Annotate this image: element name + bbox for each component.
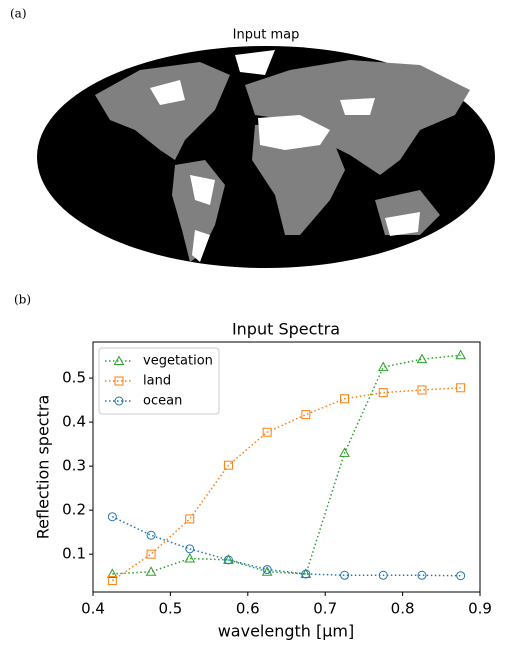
legend: vegetation land ocean [98,347,220,415]
marker [456,383,466,393]
marker [261,566,273,576]
marker [416,353,428,364]
marker [185,514,195,524]
x-tick-label: 0.5 [158,600,182,618]
marker [184,553,196,563]
x-tick-label: 0.8 [391,600,415,618]
y-tick-label: 0.3 [62,457,86,475]
legend-marker [114,396,124,406]
x-tick-label: 0.6 [236,600,260,618]
map-title: Input map [233,28,300,43]
marker [339,447,350,457]
y-tick-label: 0.2 [62,501,86,519]
map [37,46,495,268]
marker [107,512,117,522]
marker [455,349,467,360]
panel-label: (b) [14,293,31,307]
marker [146,549,156,559]
legend-box [98,347,220,415]
marker [417,570,427,580]
marker [301,569,311,579]
marker [377,361,389,372]
marker [262,565,272,575]
marker [378,388,388,398]
series-line [111,387,461,582]
y-axis-label: Reflection spectra [34,395,53,539]
marker [340,394,350,404]
legend-marker [114,376,124,386]
marker [106,568,118,578]
legend-label: land [143,374,171,389]
marker [456,571,466,581]
marker [145,566,157,576]
marker [378,570,388,580]
legend-label: ocean [143,394,182,409]
x-tick-label: 0.9 [468,600,492,618]
marker [223,555,233,565]
legend-label: vegetation [143,354,213,369]
marker [185,544,195,554]
y-tick-label: 0.1 [62,545,86,563]
legend-marker [113,355,125,365]
x-axis-label: wavelength [μm] [218,622,355,641]
marker [223,460,233,470]
panel-label: (a) [10,7,27,21]
marker [146,530,156,540]
marker [107,576,117,586]
x-tick-label: 0.4 [81,600,105,618]
y-tick-label: 0.5 [62,369,86,387]
marker [417,385,427,395]
marker [301,410,311,420]
chart-title: Input Spectra [232,320,340,339]
marker [262,427,272,437]
marker [340,570,350,580]
x-tick-label: 0.7 [313,600,337,618]
y-tick-label: 0.4 [62,413,86,431]
axes-frame [92,341,481,593]
